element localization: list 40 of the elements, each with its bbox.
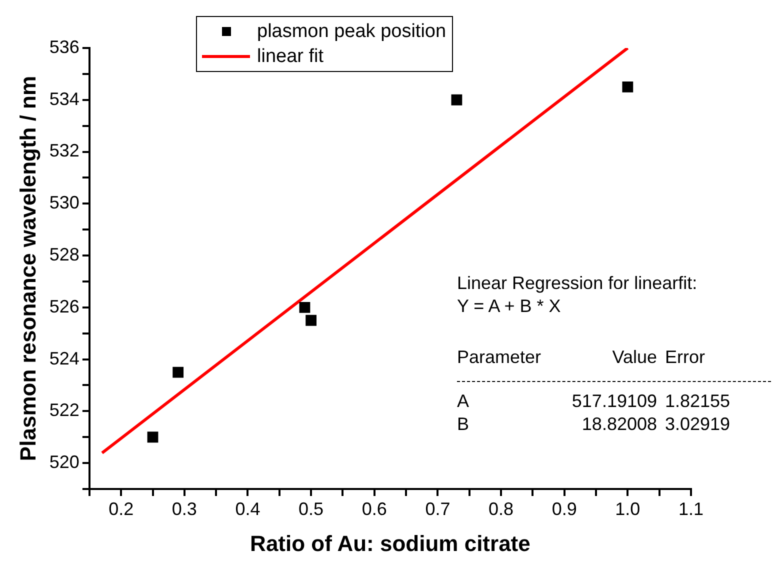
x-axis-title: Ratio of Au: sodium citrate (250, 530, 530, 556)
annotation: Value (611, 346, 657, 369)
x-tick-label: 1.0 (615, 498, 640, 519)
annotation: Linear Regression for linearfit: (457, 272, 698, 295)
annotation: Parameter (457, 346, 542, 369)
annotation: 18.82008 (580, 413, 657, 436)
annotation: Error (664, 346, 706, 369)
point (172, 366, 184, 378)
annotation: A (457, 390, 470, 413)
x-tick-label: 0.9 (552, 498, 577, 519)
legend-label: linear fit (257, 45, 324, 69)
y-tick-label: 534 (49, 88, 80, 109)
x-tick-label: 0.2 (108, 498, 134, 519)
y-tick-label: 522 (49, 400, 80, 420)
legend-label: plasmon peak position (257, 20, 446, 44)
y-tick-label: 528 (49, 244, 80, 264)
point (147, 432, 158, 443)
x-tick-label: 0.5 (298, 498, 324, 519)
y-tick-label: 520 (49, 452, 80, 472)
annotation: 1.82155 (664, 390, 732, 413)
point (451, 94, 462, 106)
y-tick-label: 526 (49, 296, 80, 316)
annotation: B (457, 413, 470, 436)
y-tick-label: 530 (49, 192, 80, 213)
y-tick-label: 532 (49, 140, 80, 161)
x-tick-label: 0.7 (425, 498, 450, 519)
x-tick-label: 0.3 (172, 498, 197, 519)
x-tick-label: 1.1 (678, 498, 704, 519)
y-tick-label: 536 (49, 36, 80, 57)
y-axis-title: Plasmon resonance wavelength / nm (15, 76, 40, 462)
x-tick-label: 0.8 (488, 498, 514, 519)
point (299, 302, 310, 313)
point (306, 314, 317, 326)
y-tick-label: 524 (49, 348, 80, 368)
x-tick-label: 0.6 (362, 498, 387, 519)
annotation: 3.02919 (664, 413, 732, 436)
point (622, 81, 634, 92)
annotation: 517.19109 (570, 390, 657, 413)
x-tick-label: 0.4 (235, 498, 260, 519)
annotation: Y = A + B * X (457, 295, 562, 318)
